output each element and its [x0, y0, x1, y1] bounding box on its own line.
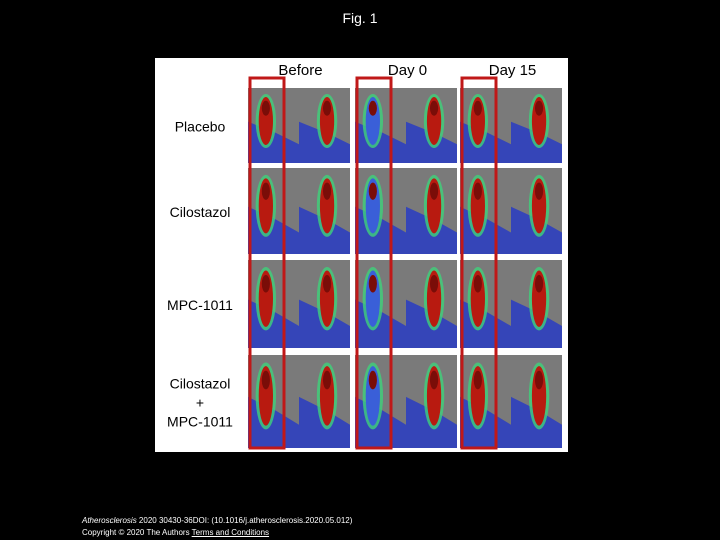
image-hotspot: [429, 370, 439, 390]
row-label: Placebo: [175, 119, 226, 135]
image-hotspot: [322, 100, 332, 116]
figure: Before Day 0 Day 15 Placebo Cilostazol MPC-10…: [155, 58, 568, 452]
image-hotspot: [261, 274, 270, 293]
row-label: Cilostazol: [170, 376, 231, 392]
image-hotspot: [534, 370, 544, 390]
column-header: Day 15: [489, 62, 537, 79]
image-hotspot: [473, 100, 482, 116]
highlight-box: [248, 76, 286, 450]
terms-link[interactable]: Terms and Conditions: [191, 528, 270, 537]
image-hotspot: [322, 182, 332, 200]
image-hotspot: [429, 274, 439, 293]
image-hotspot: [368, 100, 377, 116]
copyright-line: Copyright © 2020 The Authors Terms and C…: [82, 527, 352, 539]
image-hotspot: [473, 182, 482, 200]
image-hotspot: [534, 182, 544, 200]
image-hotspot: [534, 100, 544, 116]
column-header: Day 0: [388, 62, 427, 79]
image-hotspot: [368, 274, 377, 293]
row-label: MPC-1011: [167, 414, 233, 430]
image-hotspot: [429, 100, 439, 116]
column-header: Before: [278, 62, 322, 79]
image-hotspot: [534, 274, 544, 293]
row-label: +: [196, 395, 204, 411]
journal: Atherosclerosis: [82, 516, 137, 525]
image-hotspot: [473, 274, 482, 293]
image-hotspot: [368, 182, 377, 200]
highlight-box: [355, 76, 393, 450]
citation: 2020 30430-36DOI: (10.1016/j.atheroscler…: [138, 516, 353, 525]
citation-line: Atherosclerosis 2020 30430-36DOI: (10.10…: [82, 515, 352, 527]
row-label: Cilostazol: [170, 204, 231, 220]
image-hotspot: [261, 182, 270, 200]
footer: Atherosclerosis 2020 30430-36DOI: (10.10…: [82, 515, 352, 539]
image-hotspot: [368, 370, 377, 390]
image-hotspot: [261, 370, 270, 390]
image-hotspot: [429, 182, 439, 200]
image-hotspot: [322, 370, 332, 390]
row-label: MPC-1011: [167, 297, 233, 313]
image-hotspot: [473, 370, 482, 390]
image-hotspot: [322, 274, 332, 293]
image-hotspot: [261, 100, 270, 116]
copyright: Copyright © 2020 The Authors: [82, 528, 190, 537]
slide-title: Fig. 1: [342, 10, 378, 26]
highlight-box: [460, 76, 498, 450]
